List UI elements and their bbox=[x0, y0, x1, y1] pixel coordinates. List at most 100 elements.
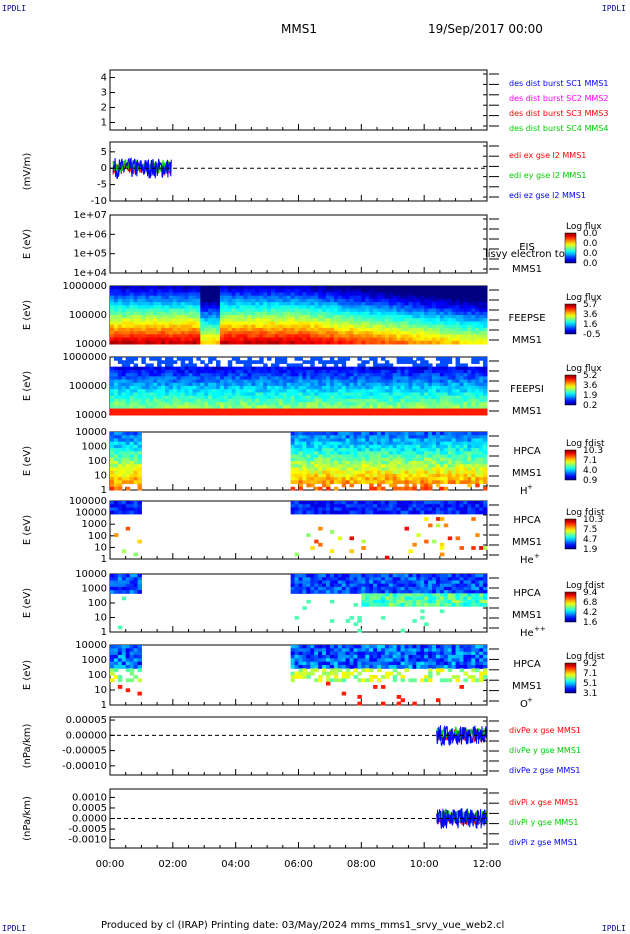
ytick-label: 1e+06 bbox=[73, 229, 107, 240]
spectrogram-cell bbox=[408, 444, 413, 449]
spectrogram-cell bbox=[333, 379, 339, 384]
spectrogram-cell bbox=[219, 376, 225, 381]
spectrogram-cell bbox=[329, 470, 335, 475]
spectrogram-cell bbox=[149, 376, 154, 381]
spectrogram-cell bbox=[416, 510, 421, 515]
spectrogram-cell bbox=[369, 340, 374, 345]
spectrogram-cell bbox=[125, 327, 131, 332]
spectrogram-cell bbox=[475, 510, 480, 515]
spectrogram-cell bbox=[145, 331, 150, 335]
spectrogram-cell bbox=[416, 331, 421, 335]
spectrogram-cell bbox=[176, 402, 182, 406]
spectrogram-cell bbox=[455, 470, 461, 475]
spectrogram-cell bbox=[333, 366, 339, 371]
colorbar-tick-label: 3.6 bbox=[583, 381, 598, 391]
spectrogram-cell bbox=[416, 382, 421, 387]
spectrogram-cell bbox=[259, 369, 264, 374]
colorbar-tick-label: 7.1 bbox=[583, 456, 597, 466]
spectrogram-cell bbox=[290, 334, 296, 339]
spectrogram-cell bbox=[259, 376, 264, 381]
spectrogram-cell bbox=[164, 334, 170, 339]
spectrogram-cell bbox=[439, 360, 445, 364]
spectrogram-cell bbox=[286, 392, 292, 397]
spectrogram-cell bbox=[267, 395, 272, 400]
spectrogram-cell bbox=[459, 379, 464, 384]
spectrogram-cell bbox=[424, 432, 429, 436]
spectrogram-cell bbox=[357, 432, 362, 436]
spectrogram-cell bbox=[439, 298, 445, 303]
spectrogram-cell bbox=[294, 507, 299, 512]
spectrogram-cell bbox=[322, 402, 327, 406]
spectrogram-cell bbox=[235, 389, 241, 393]
spectrogram-cell bbox=[451, 315, 457, 319]
spectrogram-cell bbox=[396, 360, 402, 364]
spectrogram-cell bbox=[117, 295, 123, 300]
spectrogram-cell bbox=[443, 464, 449, 468]
spectrogram-cell bbox=[223, 366, 229, 371]
spectrogram-cell bbox=[271, 308, 276, 313]
spectrogram-cell bbox=[432, 298, 437, 303]
spectrogram-cell bbox=[384, 510, 390, 515]
spectrogram-cell bbox=[463, 369, 468, 374]
spectrogram-cell bbox=[439, 464, 445, 468]
spectrogram-cell bbox=[483, 470, 488, 475]
spectrogram-cell bbox=[337, 292, 343, 297]
spectrogram-cell bbox=[408, 366, 413, 371]
spectrogram-cell bbox=[333, 470, 339, 475]
spectrogram-cell bbox=[200, 402, 205, 406]
spectrogram-cell bbox=[408, 379, 413, 384]
spectrogram-cell bbox=[459, 504, 464, 508]
spectrogram-cell bbox=[133, 441, 138, 446]
spectrogram-cell bbox=[306, 398, 311, 403]
spectrogram-cell bbox=[117, 411, 123, 416]
spectrogram-cell bbox=[164, 389, 170, 393]
spectrogram-cell bbox=[153, 334, 158, 339]
spectrogram-cell bbox=[435, 405, 441, 410]
spectrogram-cell bbox=[467, 461, 472, 465]
spectrogram-cell bbox=[396, 461, 402, 465]
spectrogram-cell bbox=[380, 286, 386, 290]
colorbar-tick-label: -0.5 bbox=[583, 330, 601, 340]
spectrogram-cell bbox=[396, 501, 402, 505]
spectrogram-cell bbox=[377, 402, 382, 406]
spectrogram-cell bbox=[357, 369, 362, 374]
spectrogram-cell bbox=[357, 405, 362, 410]
spectrogram-cell bbox=[298, 324, 303, 329]
spectrogram-cell bbox=[255, 321, 260, 326]
spectrogram-cell bbox=[145, 386, 150, 390]
spectrogram-cell bbox=[467, 386, 472, 390]
spectrogram-cell bbox=[400, 398, 406, 403]
spectrogram-cell bbox=[357, 457, 362, 462]
spectrogram-cell bbox=[459, 327, 464, 332]
spectrogram-cell bbox=[306, 451, 311, 456]
spectrogram-cell bbox=[216, 392, 221, 397]
spectrogram-cell bbox=[380, 470, 386, 475]
spectrogram-cell bbox=[318, 451, 323, 456]
spectrogram-cell bbox=[447, 376, 453, 381]
spectrogram-cell bbox=[247, 408, 252, 413]
spectrogram-cell bbox=[361, 457, 366, 462]
spectrogram-cell bbox=[235, 386, 241, 390]
spectrogram-cell bbox=[196, 376, 201, 381]
spectrogram-cell bbox=[325, 402, 331, 406]
spectrogram-cell bbox=[239, 305, 245, 310]
spectrogram-cell bbox=[216, 295, 221, 300]
spectrogram-cell bbox=[184, 302, 190, 306]
spectrogram-cell bbox=[121, 392, 127, 397]
spectrogram-cell bbox=[380, 389, 386, 393]
spectrogram-cell bbox=[133, 286, 138, 290]
spectrogram-cell bbox=[212, 405, 217, 410]
spectrogram-cell bbox=[455, 315, 461, 319]
species-label-hpca_he: He bbox=[520, 555, 534, 566]
spectrogram-cell bbox=[259, 302, 264, 306]
spectrogram-cell bbox=[239, 392, 245, 397]
spectrogram-cell bbox=[172, 389, 178, 393]
spectrogram-cell bbox=[451, 451, 457, 456]
spectrogram-cell bbox=[153, 379, 158, 384]
spectrogram-cell bbox=[396, 311, 402, 316]
spectrogram-cell bbox=[377, 308, 382, 313]
spectrogram-cell bbox=[420, 464, 425, 468]
spectrogram-cell bbox=[388, 432, 394, 436]
spectrogram-cell bbox=[337, 327, 343, 332]
spectrogram-cell bbox=[349, 480, 354, 485]
